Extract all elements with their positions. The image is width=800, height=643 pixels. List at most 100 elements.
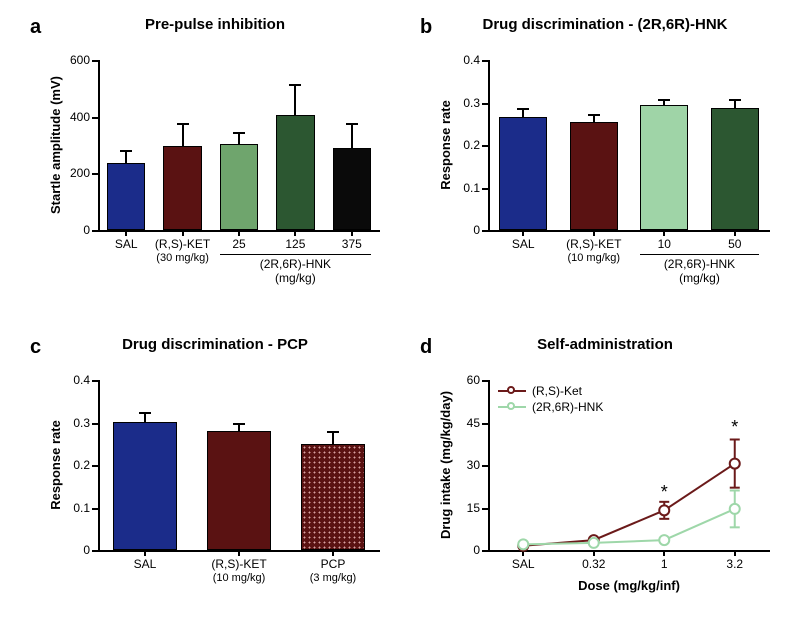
errbar	[351, 123, 353, 148]
line-plot-svg	[420, 330, 790, 630]
panel-c: cDrug discrimination - PCP00.10.20.30.4R…	[30, 330, 400, 630]
series-line	[523, 509, 735, 544]
bar-b-2	[640, 105, 688, 230]
xtick	[734, 230, 736, 236]
series-marker	[589, 538, 599, 548]
ytick	[482, 145, 488, 147]
errcap	[233, 423, 245, 425]
errbar	[294, 84, 296, 115]
xticklabel-a-1: (R,S)-KET	[154, 238, 210, 251]
xtick	[125, 230, 127, 236]
ytick	[482, 60, 488, 62]
xticklabel-c-1: (R,S)-KET	[192, 558, 286, 571]
bar-a-3	[276, 115, 314, 230]
bar-c-1	[207, 431, 271, 550]
bar-c-2	[301, 444, 365, 550]
errcap	[233, 132, 245, 134]
errcap	[658, 99, 670, 101]
significance-star: *	[727, 417, 743, 438]
xtick	[294, 230, 296, 236]
group-label1: (2R,6R)-HNK	[640, 258, 758, 271]
errcap	[289, 84, 301, 86]
ytick	[92, 173, 98, 175]
panel-a: aPre-pulse inhibition0200400600Startle a…	[30, 10, 400, 310]
xticklabel-sub: (10 mg/kg)	[192, 572, 286, 584]
ytick	[92, 550, 98, 552]
xticklabel-a-2: 25	[211, 238, 267, 251]
bar-a-1	[163, 146, 201, 230]
ytick	[482, 188, 488, 190]
xtick	[144, 550, 146, 556]
series-marker	[659, 505, 669, 515]
legend-row: (R,S)-Ket	[498, 384, 603, 398]
ytick	[92, 465, 98, 467]
xticklabel-b-2: 10	[629, 238, 700, 251]
xtick	[522, 230, 524, 236]
significance-star: *	[656, 482, 672, 503]
ytick	[92, 508, 98, 510]
xticklabel-a-4: 375	[324, 238, 380, 251]
ytick	[92, 60, 98, 62]
ytick	[92, 230, 98, 232]
legend-row: (2R,6R)-HNK	[498, 400, 603, 414]
xtick	[238, 550, 240, 556]
legend-circle-icon	[507, 386, 515, 394]
legend-line-icon	[498, 390, 526, 392]
bar-a-2	[220, 144, 258, 230]
xtick	[351, 230, 353, 236]
panel-title-c: Drug discrimination - PCP	[30, 336, 400, 353]
panel-title-b: Drug discrimination - (2R,6R)-HNK	[420, 16, 790, 33]
xticklabel-a-0: SAL	[98, 238, 154, 251]
errcap	[346, 123, 358, 125]
xtick	[238, 230, 240, 236]
ytick	[482, 230, 488, 232]
xticklabel-sub: (10 mg/kg)	[559, 252, 630, 264]
group-bracket	[640, 254, 758, 255]
xtick	[332, 550, 334, 556]
ytick	[92, 380, 98, 382]
xticklabel-b-1: (R,S)-KET	[559, 238, 630, 251]
legend-line-icon	[498, 406, 526, 408]
panel-title-a: Pre-pulse inhibition	[30, 16, 400, 33]
xtick	[663, 230, 665, 236]
ylabel-a: Startle amplitude (mV)	[48, 60, 63, 230]
legend-text: (2R,6R)-HNK	[532, 400, 603, 414]
errcap	[139, 412, 151, 414]
errbar	[125, 150, 127, 164]
figure: aPre-pulse inhibition0200400600Startle a…	[0, 0, 800, 643]
bar-b-3	[711, 108, 759, 230]
legend: (R,S)-Ket (2R,6R)-HNK	[498, 384, 603, 416]
series-marker	[730, 504, 740, 514]
series-marker	[730, 459, 740, 469]
group-bracket	[220, 254, 371, 255]
xticklabel-b-3: 50	[700, 238, 771, 251]
errbar	[182, 123, 184, 146]
x-axis	[488, 230, 770, 232]
ylabel-c: Response rate	[48, 380, 63, 550]
series-line	[523, 464, 735, 546]
group-label2: (mg/kg)	[640, 272, 758, 285]
ylabel-b: Response rate	[438, 60, 453, 230]
group-label1: (2R,6R)-HNK	[220, 258, 371, 271]
y-axis	[488, 60, 490, 230]
ytick	[482, 103, 488, 105]
errcap	[120, 150, 132, 152]
xticklabel-c-0: SAL	[98, 558, 192, 571]
panel-b: bDrug discrimination - (2R,6R)-HNK00.10.…	[420, 10, 790, 310]
bar-c-0	[113, 422, 177, 550]
xticklabel-b-0: SAL	[488, 238, 559, 251]
series-marker	[659, 535, 669, 545]
errcap	[588, 114, 600, 116]
panel-d: dSelf-administration015304560Drug intake…	[420, 330, 790, 630]
y-axis	[98, 60, 100, 230]
series-marker	[518, 539, 528, 549]
ytick	[92, 423, 98, 425]
bar-a-0	[107, 163, 145, 230]
legend-text: (R,S)-Ket	[532, 384, 582, 398]
xticklabel-a-3: 125	[267, 238, 323, 251]
group-label2: (mg/kg)	[220, 272, 371, 285]
ytick	[92, 117, 98, 119]
xtick	[182, 230, 184, 236]
xtick	[593, 230, 595, 236]
errcap	[517, 108, 529, 110]
